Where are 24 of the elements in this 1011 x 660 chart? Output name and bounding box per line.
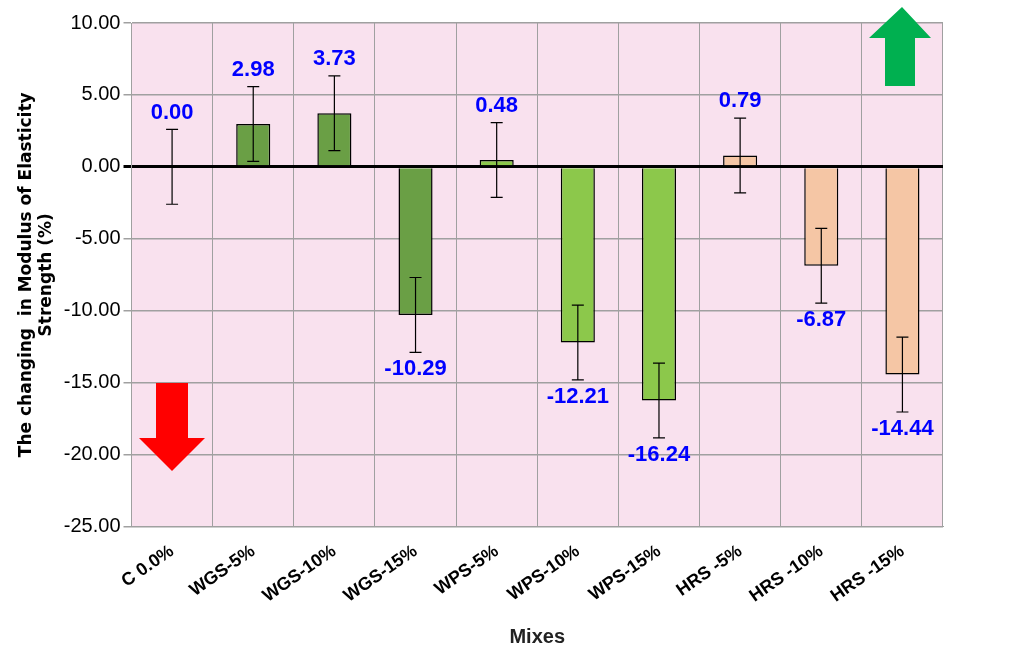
y-tick-label: 10.00 <box>70 10 121 33</box>
x-tick-label: HRS -5% <box>672 540 746 600</box>
x-tick-label: C 0.0% <box>117 540 178 591</box>
data-label: 3.73 <box>312 44 356 70</box>
data-label: 0.48 <box>475 91 519 117</box>
y-tick-label: -10.00 <box>63 298 121 321</box>
x-tick-label: HRS -10% <box>745 540 827 606</box>
x-axis-title: Mixes <box>509 624 566 647</box>
y-axis-title: The changing in Modulus of Elasticity Strength (%) <box>14 92 56 458</box>
data-label: 2.98 <box>231 55 275 81</box>
y-tick-label: -25.00 <box>63 514 121 537</box>
data-label: 0.00 <box>150 98 194 124</box>
y-tick-label: -15.00 <box>63 370 121 393</box>
data-label: -14.44 <box>871 415 935 441</box>
y-tick-label: -20.00 <box>63 442 121 465</box>
data-label: -10.29 <box>384 355 447 381</box>
y-tick-label: -5.00 <box>74 226 121 249</box>
y-tick-label: 0.00 <box>81 154 121 177</box>
y-tick-label: 5.00 <box>81 82 121 105</box>
data-label: 0.79 <box>718 87 762 113</box>
data-label: -6.87 <box>796 306 847 332</box>
data-label: -12.21 <box>546 383 610 408</box>
x-tick-label: HRS -15% <box>826 540 908 606</box>
data-label: -16.24 <box>627 440 691 466</box>
